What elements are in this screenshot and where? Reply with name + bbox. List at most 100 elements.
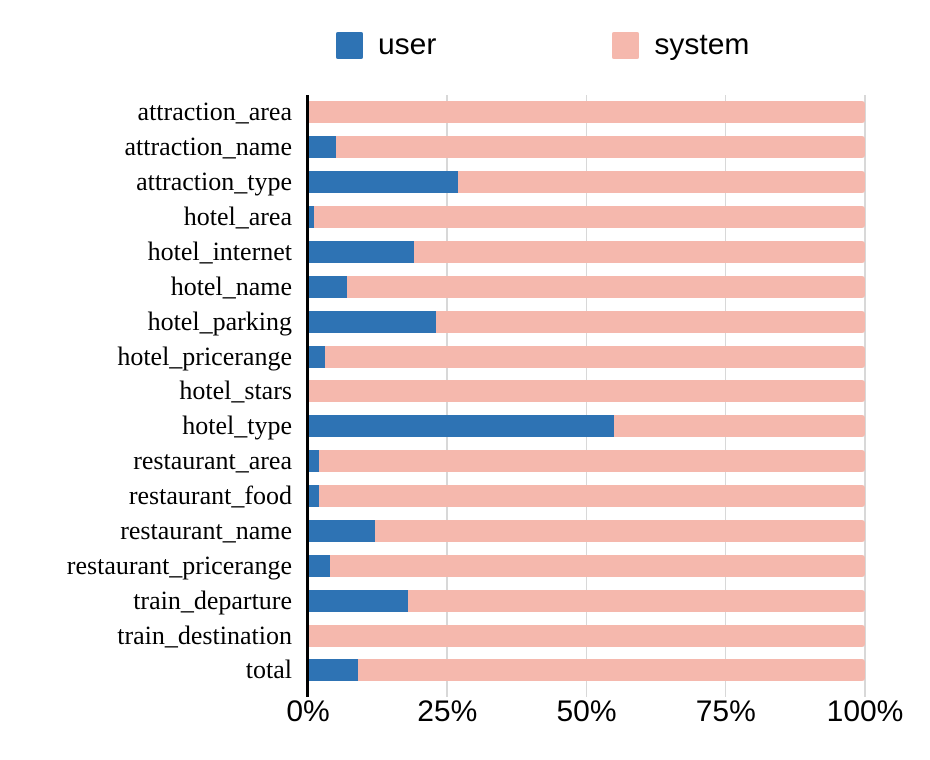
- system-bar-segment: [324, 345, 865, 368]
- bar-stack: [308, 485, 865, 508]
- plot-area: [306, 95, 866, 697]
- category-label: train_destination: [117, 620, 292, 650]
- bar-row: [308, 304, 865, 339]
- system-bar-segment: [335, 136, 865, 159]
- user-bar-segment: [308, 345, 325, 368]
- system-bar-segment: [308, 101, 865, 124]
- user-bar-segment: [308, 240, 414, 263]
- bar-row: [308, 409, 865, 444]
- user-color-swatch-icon: [336, 31, 363, 59]
- bar-row: [308, 583, 865, 618]
- category-label: attraction_name: [124, 132, 292, 162]
- bar-stack: [308, 101, 865, 124]
- category-label: hotel_type: [182, 411, 292, 441]
- x-tick-label: 25%: [417, 695, 478, 728]
- x-axis-labels: 0% 25% 50% 75% 100%: [286, 695, 903, 737]
- bar-stack: [308, 380, 865, 403]
- legend-label: user: [378, 28, 437, 61]
- system-bar-segment: [408, 589, 865, 612]
- category-label: hotel_parking: [147, 306, 292, 336]
- system-bar-segment: [308, 380, 865, 403]
- user-bar-segment: [308, 659, 359, 682]
- category-label: attraction_type: [136, 167, 292, 197]
- system-bar-segment: [358, 659, 865, 682]
- system-bar-segment: [436, 310, 865, 333]
- bar-stack: [308, 659, 865, 682]
- system-bar-segment: [346, 275, 865, 298]
- x-tick-label: 0%: [286, 695, 330, 728]
- x-tick-label: 50%: [556, 695, 617, 728]
- category-label: hotel_area: [183, 202, 292, 232]
- user-bar-segment: [308, 171, 459, 194]
- system-bar-segment: [458, 171, 865, 194]
- x-tick-label: 75%: [695, 695, 756, 728]
- system-bar-segment: [319, 450, 865, 473]
- bar-stack: [308, 415, 865, 438]
- system-bar-segment: [313, 206, 865, 229]
- user-bar-segment: [308, 450, 320, 473]
- bar-row: [308, 339, 865, 374]
- bar-row: [308, 200, 865, 235]
- bar-row: [308, 548, 865, 583]
- bar-row: [308, 165, 865, 200]
- category-label: total: [245, 655, 292, 685]
- chart-legend: user system: [336, 30, 749, 60]
- bar-stack: [308, 345, 865, 368]
- y-axis-line: [306, 95, 309, 697]
- bar-row: [308, 130, 865, 165]
- y-axis-labels: attraction_area attraction_name attraction…: [0, 95, 292, 688]
- user-bar-segment: [308, 415, 615, 438]
- category-label: hotel_internet: [147, 236, 292, 266]
- category-label: attraction_area: [137, 97, 292, 127]
- system-bar-segment: [330, 554, 865, 577]
- bar-stack: [308, 624, 865, 647]
- legend-item-system: system: [612, 30, 749, 60]
- bar-row: [308, 95, 865, 130]
- category-label: hotel_stars: [179, 376, 292, 406]
- bar-row: [308, 653, 865, 688]
- bar-stack: [308, 519, 865, 542]
- user-bar-segment: [308, 136, 336, 159]
- system-bar-segment: [374, 519, 865, 542]
- category-label: restaurant_name: [120, 515, 292, 545]
- bar-stack: [308, 275, 865, 298]
- category-label: hotel_pricerange: [117, 341, 292, 371]
- bar-row: [308, 235, 865, 270]
- system-bar-segment: [319, 485, 865, 508]
- x-tick-label: 100%: [826, 695, 904, 728]
- bar-row: [308, 374, 865, 409]
- bar-stack: [308, 310, 865, 333]
- user-bar-segment: [308, 589, 409, 612]
- bar-stack: [308, 450, 865, 473]
- bar-row: [308, 444, 865, 479]
- bar-stack: [308, 589, 865, 612]
- bar-row: [308, 618, 865, 653]
- user-bar-segment: [308, 275, 347, 298]
- bar-stack: [308, 554, 865, 577]
- bar-stack: [308, 136, 865, 159]
- user-bar-segment: [308, 554, 331, 577]
- system-bar-segment: [614, 415, 865, 438]
- category-label: restaurant_food: [128, 481, 292, 511]
- bar-row: [308, 269, 865, 304]
- system-bar-segment: [308, 624, 865, 647]
- user-bar-segment: [308, 206, 314, 229]
- category-label: restaurant_area: [133, 446, 292, 476]
- bar-row: [308, 479, 865, 514]
- bar-rows: [308, 95, 865, 688]
- system-color-swatch-icon: [612, 31, 640, 59]
- system-bar-segment: [413, 240, 865, 263]
- bar-stack: [308, 171, 865, 194]
- bar-stack: [308, 206, 865, 229]
- category-label: train_departure: [133, 585, 292, 615]
- legend-item-user: user: [336, 30, 436, 60]
- user-bar-segment: [308, 485, 320, 508]
- user-bar-segment: [308, 310, 437, 333]
- user-bar-segment: [308, 519, 375, 542]
- legend-label: system: [654, 28, 750, 61]
- bar-row: [308, 514, 865, 549]
- bar-stack: [308, 240, 865, 263]
- category-label: restaurant_pricerange: [66, 550, 292, 580]
- category-label: hotel_name: [170, 271, 292, 301]
